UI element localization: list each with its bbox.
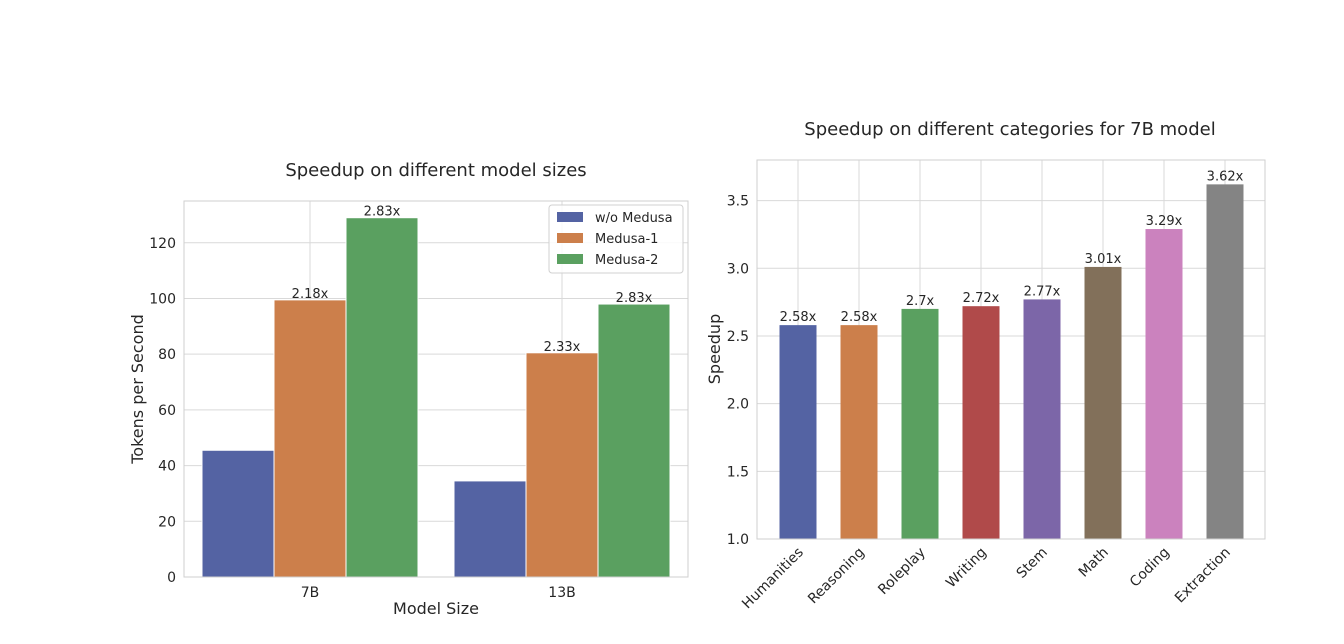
chart2-bar-label: 2.72x [963, 291, 1000, 306]
legend-swatch [557, 233, 583, 243]
chart2-bar-label: 2.58x [780, 310, 817, 325]
chart2-bar [1084, 266, 1122, 539]
legend-entry: Medusa-2 [595, 253, 658, 268]
chart1-bar-labels: 2.18x 2.33x 2.83x 2.83x [292, 205, 653, 355]
chart2-bar [901, 308, 939, 539]
chart2-bar-label: 3.62x [1207, 169, 1244, 184]
chart2-bar [1145, 229, 1183, 539]
chart2-bar-label: 2.7x [906, 294, 935, 309]
chart1-x-ticks: 7B 13B [301, 585, 576, 601]
chart1-ytick-label: 80 [158, 347, 176, 363]
legend-entry: Medusa-1 [595, 232, 658, 247]
chart2-xtick-label: Humanities [739, 545, 807, 613]
chart2-ylabel: Speedup [705, 314, 724, 384]
chart2-xtick-label: Writing [943, 545, 990, 592]
chart1-xtick-label: 7B [301, 585, 320, 601]
chart2-bars [779, 184, 1244, 539]
chart1-bar-label: 2.18x [292, 287, 329, 302]
chart2-ytick-label: 2.5 [727, 329, 749, 345]
chart1-y-ticks: 0 20 40 60 80 100 120 [149, 236, 176, 586]
chart2-bar [840, 325, 878, 539]
chart2-bar-label: 3.01x [1085, 252, 1122, 267]
chart1-ytick-label: 100 [149, 291, 176, 307]
chart1-ytick-label: 0 [167, 570, 176, 586]
chart1-bar-label: 2.83x [616, 291, 653, 306]
chart2-bar-labels: 2.58x 2.58x 2.7x 2.72x 2.77x 3.01x 3.29x 3.62x [780, 169, 1244, 325]
chart2-bar [962, 306, 1000, 539]
chart1-bars [201, 217, 671, 578]
chart2-bar [1023, 299, 1061, 539]
chart1-bar [201, 449, 275, 578]
chart1-xlabel: Model Size [393, 599, 479, 618]
chart1-xtick-label: 13B [548, 585, 575, 601]
chart2-bar-label: 2.58x [841, 310, 878, 325]
chart1-bar [345, 217, 419, 578]
chart2-xtick-label: Coding [1127, 545, 1173, 591]
chart2-y-ticks: 1.0 1.5 2.0 2.5 3.0 3.5 [727, 194, 749, 548]
chart1-bar-label: 2.33x [544, 340, 581, 355]
chart2-bar [1206, 184, 1244, 539]
chart1-ytick-label: 40 [158, 459, 176, 475]
chart2-ytick-label: 3.0 [727, 261, 749, 277]
chart2-xtick-label: Roleplay [875, 545, 929, 599]
chart2-bar-label: 2.77x [1024, 284, 1061, 299]
chart1-ytick-label: 20 [158, 514, 176, 530]
chart1-bar [453, 480, 527, 578]
chart2-grid [757, 160, 1265, 540]
chart1-ylabel: Tokens per Second [128, 314, 147, 465]
chart1-bar-label: 2.83x [364, 205, 401, 220]
chart2-xtick-label: Extraction [1172, 545, 1234, 607]
chart2-ytick-label: 1.5 [727, 464, 749, 480]
legend-swatch [557, 254, 583, 264]
chart1-ytick-label: 60 [158, 403, 176, 419]
chart2-ytick-label: 3.5 [727, 194, 749, 210]
chart2-bar [779, 325, 817, 539]
chart1-bar [525, 352, 599, 578]
chart2-ytick-label: 1.0 [727, 532, 749, 548]
legend-entry: w/o Medusa [595, 211, 673, 226]
chart1-bar [273, 299, 347, 578]
legend-swatch [557, 212, 583, 222]
model-size-chart: Speedup on different model sizes 2.18x2.… [128, 160, 689, 618]
chart2-xtick-label: Math [1076, 545, 1112, 581]
chart1-bar [597, 303, 671, 578]
chart2-frame [756, 159, 1266, 540]
chart2-xtick-label: Stem [1014, 545, 1051, 582]
chart1-frame [183, 200, 689, 578]
category-chart: Speedup on different categories for 7B m… [705, 119, 1266, 613]
chart2-title: Speedup on different categories for 7B m… [804, 119, 1215, 140]
chart1-title: Speedup on different model sizes [285, 160, 586, 181]
chart2-xtick-label: Reasoning [805, 545, 868, 608]
chart2-bar-label: 3.29x [1146, 214, 1183, 229]
chart1-ytick-label: 120 [149, 236, 176, 252]
chart1-legend: w/o Medusa Medusa-1 Medusa-2 [548, 204, 684, 274]
chart2-ytick-label: 2.0 [727, 397, 749, 413]
